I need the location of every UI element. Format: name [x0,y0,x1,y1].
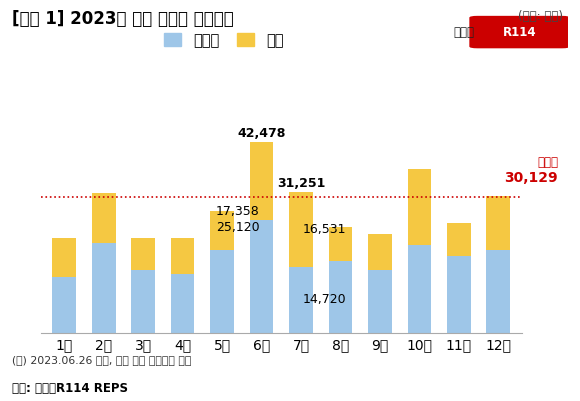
Text: 31,251: 31,251 [277,177,325,190]
Text: 42,478: 42,478 [237,127,286,140]
Text: 30,129: 30,129 [505,172,558,185]
Text: (단위: 가구): (단위: 가구) [517,10,563,23]
Bar [211,211,234,249]
Text: R114: R114 [503,26,536,38]
Bar [171,238,194,274]
Bar [329,227,352,261]
Bar [368,234,392,270]
Bar [211,249,234,333]
Bar [250,220,273,333]
Bar [171,274,194,333]
Bar [487,196,510,249]
Bar [131,270,155,333]
Text: 14,720: 14,720 [303,293,347,306]
Text: 부동산: 부동산 [453,26,474,38]
Bar [289,192,313,267]
Bar [408,168,432,245]
Bar [487,249,510,333]
Bar [92,193,115,243]
Bar [131,238,155,270]
Text: [그림 1] 2023년 월별 아파트 입주물량: [그림 1] 2023년 월별 아파트 입주물량 [12,10,233,28]
Legend: 수도권, 지방: 수도권, 지방 [158,27,289,54]
Text: 25,120: 25,120 [216,221,260,234]
Text: 월평균: 월평균 [537,156,558,169]
Text: 17,358: 17,358 [216,205,260,219]
Text: 자료: 부동산R114 REPS: 자료: 부동산R114 REPS [12,382,128,395]
Text: 16,531: 16,531 [303,223,346,236]
Bar [368,270,392,333]
Text: (주) 2023.06.26 조사, 임대 포함 총가구수 기준: (주) 2023.06.26 조사, 임대 포함 총가구수 기준 [12,355,191,365]
Bar [92,243,115,333]
Bar [329,261,352,333]
Bar [447,256,471,333]
FancyBboxPatch shape [469,16,570,48]
Bar [289,267,313,333]
Bar [250,142,273,220]
Bar [447,223,471,256]
Bar [52,277,76,333]
Bar [408,245,432,333]
Bar [52,238,76,277]
